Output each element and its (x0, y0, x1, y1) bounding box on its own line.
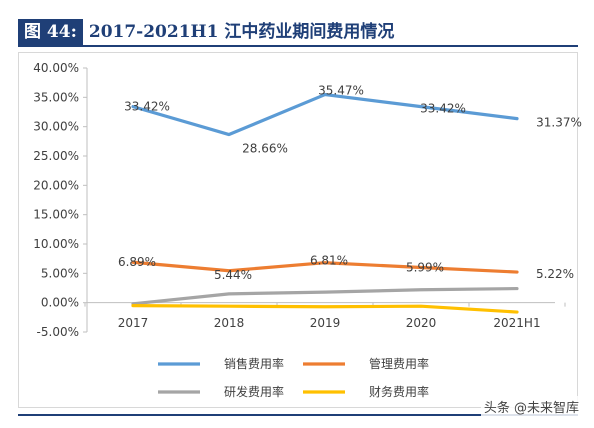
series-line (131, 286, 519, 306)
y-tick-label: 0.00% (41, 296, 79, 310)
y-tick-label: 40.00% (33, 61, 79, 75)
y-tick-label: -5.00% (37, 325, 79, 339)
y-tick-label: 35.00% (33, 90, 79, 104)
data-label: 28.66% (242, 142, 288, 156)
y-tick-label: 20.00% (33, 178, 79, 192)
data-label: 5.22% (536, 267, 574, 281)
data-label: 33.42% (420, 102, 466, 116)
x-tick-label: 2021H1 (493, 316, 540, 330)
legend-label: 财务费用率 (369, 384, 429, 399)
title-rule (18, 45, 578, 47)
figure-title-bar: 图 44: 2017-2021H1 江中药业期间费用情况 (18, 19, 578, 45)
figure-number: 图 44: (18, 19, 83, 45)
y-tick-label: 25.00% (33, 149, 79, 163)
data-label: 5.99% (406, 261, 444, 275)
x-tick-label: 2019 (310, 316, 341, 330)
series-line (131, 260, 519, 274)
x-tick-label: 2018 (214, 316, 245, 330)
y-tick-label: 5.00% (41, 266, 79, 280)
data-label: 5.44% (214, 268, 252, 282)
y-tick-label: 30.00% (33, 120, 79, 134)
chart-frame (18, 52, 578, 408)
series-line (131, 92, 519, 137)
data-label: 31.37% (536, 116, 582, 130)
data-label: 35.47% (318, 84, 364, 98)
legend-label: 销售费用率 (224, 356, 284, 371)
watermark: 头条 @未来智库 (480, 396, 582, 417)
bottom-rule (18, 414, 578, 416)
data-label: 6.81% (310, 254, 348, 268)
data-label: 33.42% (124, 100, 170, 114)
y-tick-label: 15.00% (33, 208, 79, 222)
x-tick-label: 2017 (118, 316, 149, 330)
legend-label: 研发费用率 (224, 384, 284, 399)
x-tick-label: 2020 (406, 316, 437, 330)
legend-label: 管理费用率 (369, 356, 429, 371)
series-line (131, 304, 519, 314)
figure-title: 2017-2021H1 江中药业期间费用情况 (88, 22, 395, 42)
data-label: 6.89% (118, 255, 156, 269)
y-tick-label: 10.00% (33, 237, 79, 251)
